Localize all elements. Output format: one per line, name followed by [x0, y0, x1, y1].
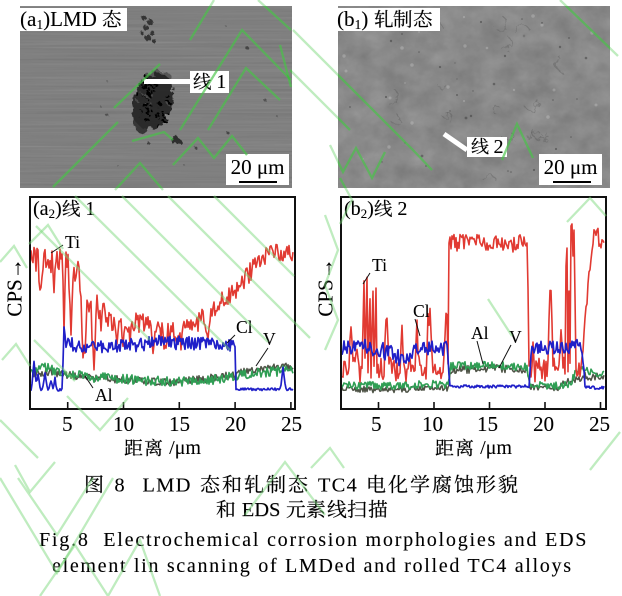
- svg-text:V: V: [509, 327, 522, 347]
- svg-text:Ti: Ti: [65, 232, 80, 252]
- svg-text:Al: Al: [471, 323, 489, 343]
- svg-text:Ti: Ti: [372, 255, 387, 275]
- svg-text:Al: Al: [95, 385, 113, 405]
- svg-text:V: V: [263, 329, 276, 349]
- svg-text:Cl: Cl: [413, 301, 430, 321]
- svg-text:Cl: Cl: [236, 317, 253, 337]
